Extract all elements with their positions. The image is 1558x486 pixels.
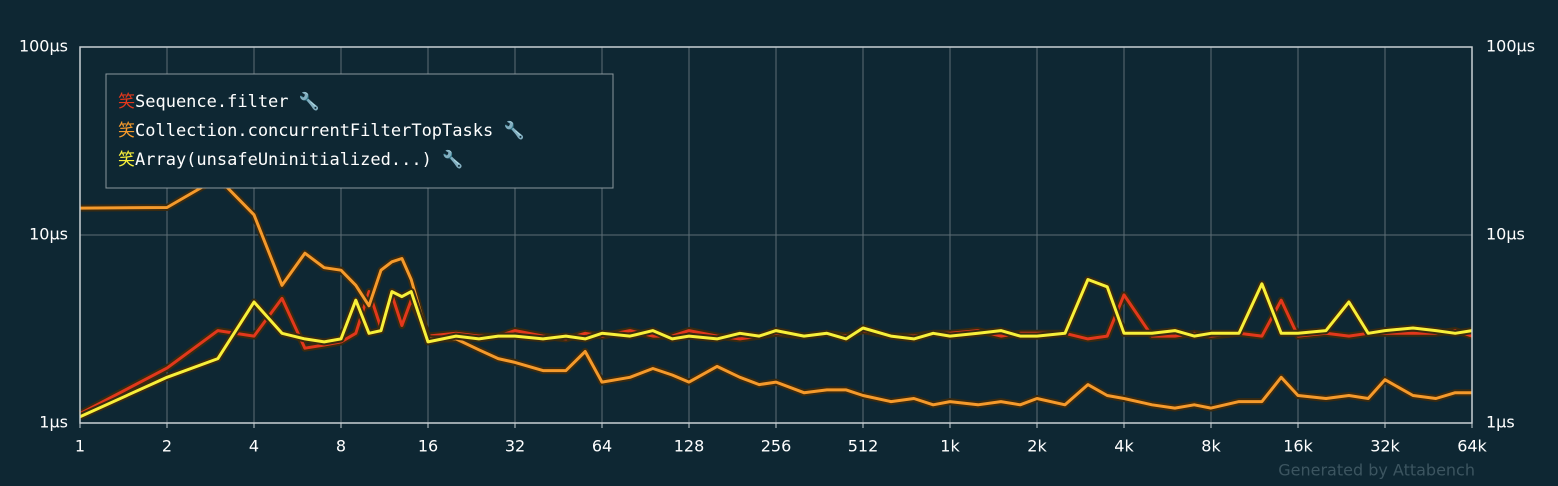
x-tick-label: 128	[674, 437, 705, 456]
legend-entry: 笑Collection.concurrentFilterTopTasks 🔧	[118, 120, 525, 141]
legend-marker: 笑	[118, 121, 135, 141]
legend-label: Array(unsafeUninitialized...)	[135, 150, 432, 170]
x-tick-label: 16k	[1283, 437, 1313, 456]
lines	[78, 174, 1474, 420]
x-tick-label: 64	[592, 437, 612, 456]
y2-tick-label: 10μs	[1486, 225, 1525, 244]
x-tick-label: 16	[418, 437, 438, 456]
legend-entry: 笑Sequence.filter 🔧	[118, 91, 320, 112]
x-tick-label: 4	[249, 437, 259, 456]
y2-tick-label: 1μs	[1486, 413, 1515, 432]
x-tick-label: 2k	[1027, 437, 1047, 456]
legend-label: Sequence.filter	[135, 92, 289, 112]
x-tick-label: 8k	[1201, 437, 1221, 456]
y-tick-label: 10μs	[29, 225, 68, 244]
legend-box	[105, 73, 614, 189]
x-tick-label: 1k	[940, 437, 960, 456]
y2-tick-label: 100μs	[1486, 37, 1535, 56]
legend-marker: 笑	[118, 150, 135, 170]
x-tick-label: 8	[336, 437, 346, 456]
y-tick-label: 1μs	[39, 413, 68, 432]
x-tick-label: 4k	[1114, 437, 1134, 456]
legend-icon: 🔧	[493, 120, 524, 141]
legend-icon: 🔧	[432, 149, 463, 170]
legend-icon: 🔧	[289, 91, 320, 112]
y-tick-label: 100μs	[19, 37, 68, 56]
x-tick-label: 256	[761, 437, 792, 456]
x-tick-label: 1	[75, 437, 85, 456]
x-tick-label: 32k	[1370, 437, 1400, 456]
legend-entry: 笑Array(unsafeUninitialized...) 🔧	[118, 149, 463, 170]
legend-marker: 笑	[118, 92, 135, 112]
footer: Generated by Attabench	[1278, 461, 1475, 480]
x-tick-label: 32	[505, 437, 525, 456]
x-tick-label: 512	[848, 437, 879, 456]
legend: 笑Sequence.filter 🔧 笑Collection.concurren…	[105, 73, 614, 189]
legend-label: Collection.concurrentFilterTopTasks	[135, 121, 493, 141]
x-tick-label: 2	[162, 437, 172, 456]
series-line	[79, 176, 1472, 410]
x-tick-label: 64k	[1457, 437, 1487, 456]
series-line	[79, 278, 1473, 419]
